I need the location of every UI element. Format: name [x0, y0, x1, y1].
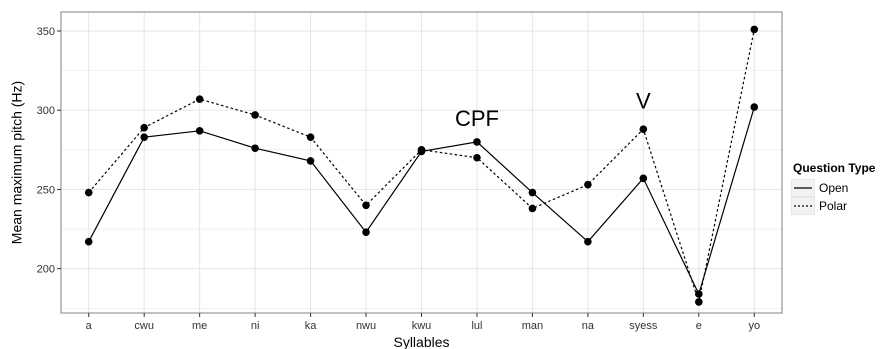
x-tick-label: e — [696, 320, 702, 332]
y-tick-label: 350 — [37, 26, 55, 38]
data-point-polar — [251, 111, 259, 119]
legend-item-polar: Polar — [791, 197, 882, 215]
y-tick-label: 200 — [37, 264, 55, 276]
data-point-open — [306, 157, 315, 165]
data-point-open — [639, 174, 648, 183]
data-point-polar — [695, 298, 703, 306]
legend-label-polar: Polar — [819, 199, 848, 213]
data-point-open — [584, 237, 592, 246]
legend-key-dotted-icon — [791, 197, 815, 215]
x-tick-label: kwu — [412, 320, 432, 332]
data-point-polar — [306, 133, 315, 141]
grid-lines — [61, 12, 782, 313]
data-point-polar — [639, 125, 648, 134]
data-point-polar — [417, 146, 426, 154]
data-points — [84, 25, 759, 306]
data-point-polar — [528, 204, 537, 213]
annotation-label: CPF — [455, 106, 499, 131]
y-axis-label: Mean maximum pitch (Hz) — [9, 81, 25, 244]
x-tick-label: ni — [251, 320, 260, 332]
data-point-polar — [362, 201, 370, 210]
x-tick-label: lul — [471, 320, 482, 332]
x-tick-label: nwu — [356, 320, 376, 332]
x-axis-label: Syllables — [393, 334, 449, 349]
annotations: CPF V — [455, 89, 651, 131]
y-tick-label: 300 — [37, 105, 55, 117]
data-point-open — [473, 138, 481, 146]
data-point-open — [750, 103, 759, 111]
x-tick-label: a — [86, 320, 93, 332]
data-point-polar — [750, 25, 759, 34]
legend-item-open: Open — [791, 179, 882, 197]
legend: Question Type Open Polar — [791, 161, 882, 215]
data-point-polar — [195, 95, 204, 103]
data-point-open — [251, 144, 259, 153]
data-point-open — [140, 133, 148, 141]
legend-key-solid-icon — [791, 179, 815, 197]
x-tick-label: man — [522, 320, 543, 332]
y-tick-label: 250 — [37, 184, 55, 196]
x-tick-label: syess — [629, 320, 658, 332]
data-point-open — [528, 188, 537, 197]
data-point-open — [195, 127, 204, 135]
data-point-polar — [584, 180, 592, 189]
data-point-polar — [140, 123, 148, 132]
x-tick-label: cwu — [134, 320, 154, 332]
legend-label-open: Open — [819, 181, 849, 195]
data-point-open — [84, 237, 93, 246]
data-point-open — [695, 290, 703, 298]
legend-title: Question Type — [793, 161, 876, 175]
data-point-polar — [84, 188, 93, 197]
data-point-polar — [473, 153, 481, 162]
x-tick-label: na — [582, 320, 595, 332]
x-tick-label: me — [192, 320, 207, 332]
annotation-label: V — [636, 89, 651, 114]
x-tick-label: ka — [305, 320, 318, 332]
x-tick-label: yo — [748, 320, 760, 332]
axis-ticks: 200 250 300 350 a cwu me ni ka nwu kwu lul man na syes… — [37, 26, 760, 332]
data-point-open — [362, 228, 370, 237]
